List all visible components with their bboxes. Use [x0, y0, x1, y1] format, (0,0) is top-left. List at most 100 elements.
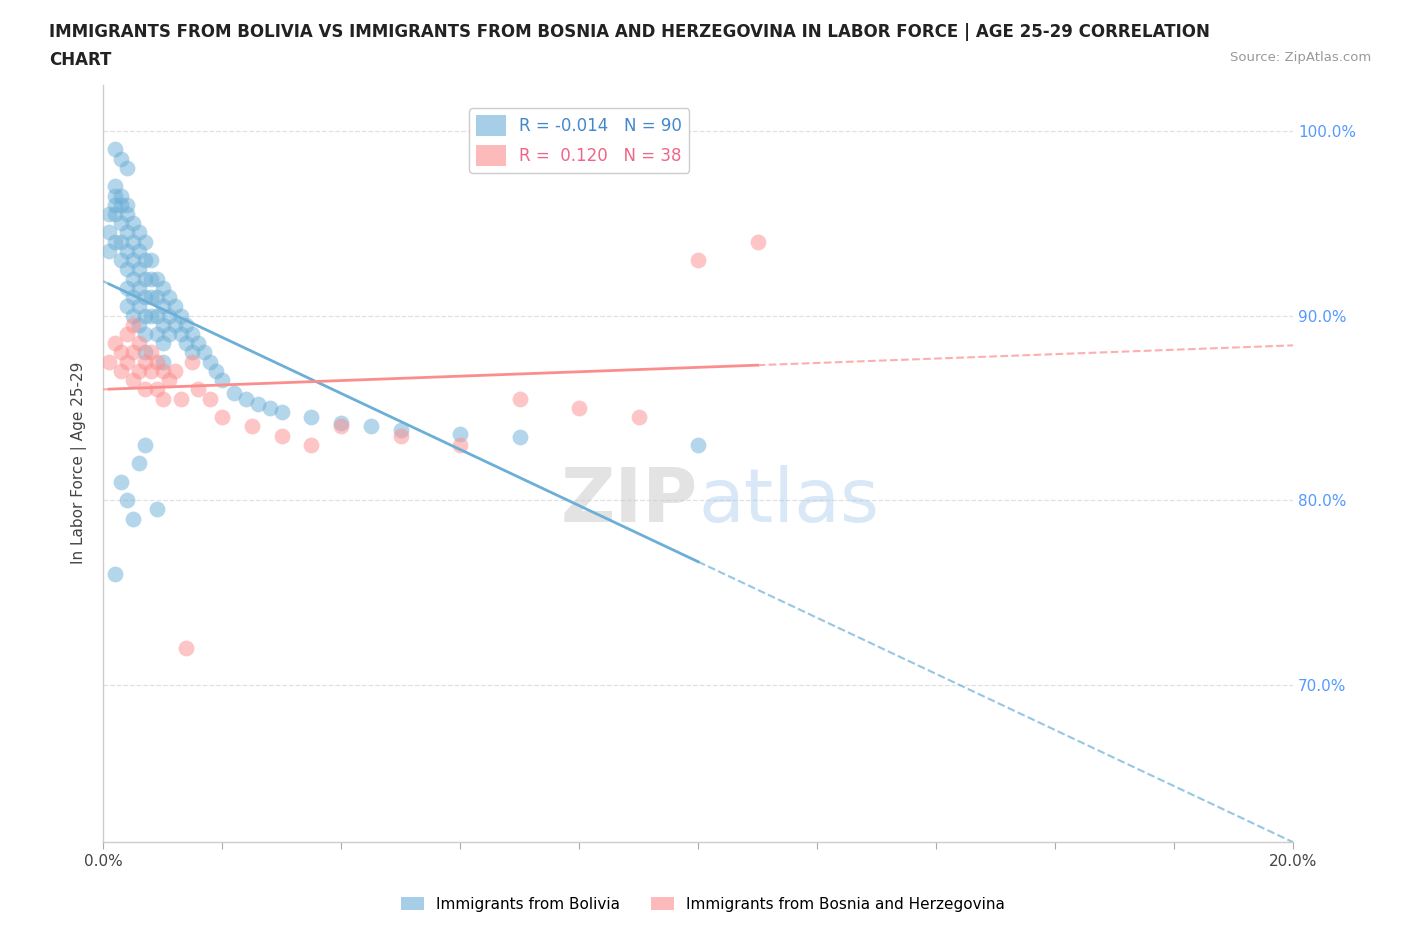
Point	[152, 364, 174, 379]
Point	[115, 197, 138, 212]
Point	[98, 206, 121, 221]
Point	[139, 364, 162, 379]
Point	[145, 326, 167, 341]
Text: atlas: atlas	[699, 465, 879, 538]
Point	[627, 409, 650, 424]
Point	[330, 418, 353, 433]
Point	[176, 336, 198, 351]
Point	[200, 392, 222, 406]
Point	[152, 336, 174, 351]
Point	[145, 289, 167, 304]
Point	[110, 216, 132, 231]
Point	[104, 197, 127, 212]
Point	[128, 456, 150, 471]
Point	[115, 299, 138, 313]
Point	[152, 280, 174, 295]
Legend: Immigrants from Bolivia, Immigrants from Bosnia and Herzegovina: Immigrants from Bolivia, Immigrants from…	[395, 890, 1011, 918]
Point	[122, 253, 145, 268]
Point	[110, 253, 132, 268]
Y-axis label: In Labor Force | Age 25-29: In Labor Force | Age 25-29	[72, 362, 87, 565]
Point	[134, 354, 156, 369]
Point	[110, 152, 132, 166]
Point	[449, 437, 471, 452]
Point	[98, 354, 121, 369]
Point	[176, 641, 198, 656]
Legend: R = -0.014   N = 90, R =  0.120   N = 38: R = -0.014 N = 90, R = 0.120 N = 38	[470, 108, 689, 173]
Point	[270, 428, 292, 443]
Point	[104, 206, 127, 221]
Point	[122, 317, 145, 332]
Point	[122, 216, 145, 231]
Point	[157, 326, 180, 341]
Point	[110, 188, 132, 203]
Text: ZIP: ZIP	[561, 465, 699, 538]
Point	[104, 234, 127, 249]
Point	[145, 354, 167, 369]
Text: Source: ZipAtlas.com: Source: ZipAtlas.com	[1230, 51, 1371, 64]
Point	[104, 142, 127, 157]
Point	[181, 354, 204, 369]
Point	[181, 326, 204, 341]
Point	[115, 244, 138, 259]
Point	[134, 345, 156, 360]
Point	[134, 308, 156, 323]
Point	[270, 405, 292, 419]
Point	[330, 415, 353, 430]
Point	[152, 392, 174, 406]
Point	[187, 336, 209, 351]
Point	[122, 272, 145, 286]
Point	[128, 364, 150, 379]
Point	[128, 336, 150, 351]
Point	[509, 392, 531, 406]
Text: CHART: CHART	[49, 51, 111, 69]
Point	[122, 289, 145, 304]
Point	[169, 326, 191, 341]
Point	[145, 382, 167, 397]
Point	[122, 373, 145, 388]
Point	[688, 437, 710, 452]
Point	[688, 253, 710, 268]
Point	[134, 326, 156, 341]
Point	[128, 225, 150, 240]
Point	[509, 430, 531, 445]
Point	[163, 364, 186, 379]
Point	[157, 289, 180, 304]
Point	[240, 418, 263, 433]
Point	[128, 317, 150, 332]
Point	[122, 308, 145, 323]
Point	[176, 317, 198, 332]
Point	[389, 422, 412, 437]
Point	[110, 234, 132, 249]
Point	[145, 502, 167, 517]
Point	[299, 437, 322, 452]
Point	[152, 317, 174, 332]
Point	[181, 345, 204, 360]
Point	[568, 401, 591, 416]
Point	[211, 409, 233, 424]
Point	[193, 345, 215, 360]
Point	[104, 336, 127, 351]
Point	[98, 225, 121, 240]
Point	[110, 364, 132, 379]
Point	[104, 188, 127, 203]
Point	[139, 253, 162, 268]
Point	[222, 386, 245, 401]
Point	[259, 401, 281, 416]
Point	[134, 382, 156, 397]
Point	[747, 234, 769, 249]
Point	[104, 179, 127, 193]
Point	[134, 234, 156, 249]
Point	[122, 234, 145, 249]
Point	[122, 512, 145, 526]
Point	[110, 197, 132, 212]
Point	[145, 308, 167, 323]
Point	[134, 437, 156, 452]
Point	[134, 272, 156, 286]
Point	[139, 272, 162, 286]
Point	[211, 373, 233, 388]
Point	[115, 280, 138, 295]
Point	[169, 308, 191, 323]
Point	[110, 474, 132, 489]
Text: IMMIGRANTS FROM BOLIVIA VS IMMIGRANTS FROM BOSNIA AND HERZEGOVINA IN LABOR FORCE: IMMIGRANTS FROM BOLIVIA VS IMMIGRANTS FR…	[49, 23, 1211, 41]
Point	[139, 345, 162, 360]
